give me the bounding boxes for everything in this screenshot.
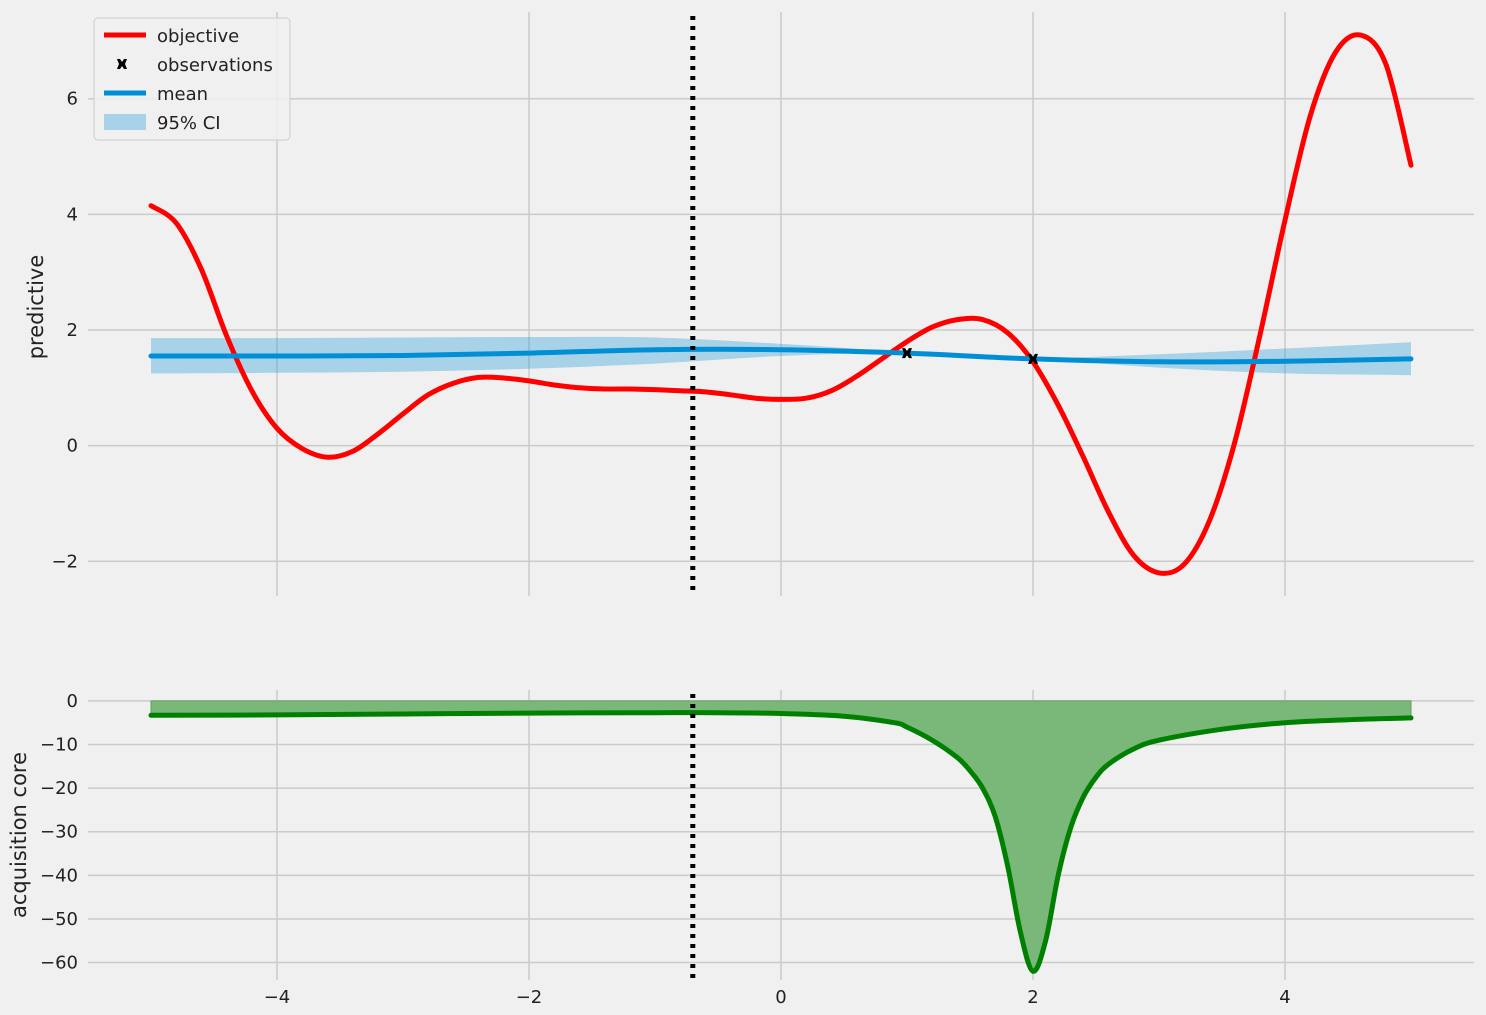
top-y-axis-label: predictive xyxy=(24,255,48,360)
y-tick-label: −30 xyxy=(40,822,78,843)
mean-line xyxy=(148,346,1414,365)
x-tick-label: 2 xyxy=(1027,987,1038,1008)
objective-line xyxy=(148,32,1414,576)
observation-point xyxy=(902,348,912,359)
legend-observations-marker xyxy=(117,59,127,69)
y-tick-label: 2 xyxy=(67,320,78,341)
legend-observations-label: observations xyxy=(157,55,273,76)
y-tick-label: 4 xyxy=(67,204,78,225)
x-tick-label: 4 xyxy=(1279,987,1290,1008)
y-tick-label: −40 xyxy=(40,865,78,886)
bottom-y-axis-label: acquisition core xyxy=(7,752,31,918)
observation-point xyxy=(1028,353,1038,364)
legend-objective-label: objective xyxy=(157,26,239,47)
top-y-ticks: −2 0 2 4 6 xyxy=(51,89,78,573)
y-tick-label: −2 xyxy=(51,551,78,572)
ci-band xyxy=(151,336,1411,376)
y-tick-label: 0 xyxy=(67,436,78,457)
predictive-panel: −2 0 2 4 6 predictive objective observations… xyxy=(24,12,1474,596)
legend-ci-label: 95% CI xyxy=(157,113,221,134)
legend-ci-swatch xyxy=(104,114,146,130)
y-tick-label: −10 xyxy=(40,735,78,756)
y-tick-label: 0 xyxy=(67,691,78,712)
y-tick-label: 6 xyxy=(67,89,78,110)
y-tick-label: −60 xyxy=(40,953,78,974)
x-tick-label: −4 xyxy=(264,987,291,1008)
legend: objective observations mean 95% CI xyxy=(93,17,291,141)
acquisition-panel: −4 −2 0 2 4 0−10−20−30−40−50−60 acquisition … xyxy=(7,690,1474,1008)
observation-points xyxy=(902,348,1038,364)
top-grid xyxy=(88,12,1474,596)
y-tick-label: −50 xyxy=(40,909,78,930)
legend-mean-label: mean xyxy=(157,84,208,105)
bottom-grid xyxy=(88,690,1474,980)
x-tick-label: −2 xyxy=(516,987,543,1008)
x-tick-label: 0 xyxy=(775,987,786,1008)
y-tick-label: −20 xyxy=(40,778,78,799)
acquisition-line xyxy=(148,710,1414,974)
bottom-y-ticks: 0 −10 −20 −30 −40 −50 −60 xyxy=(40,691,78,974)
bottom-x-ticks: −4 −2 0 2 4 xyxy=(264,987,1291,1008)
